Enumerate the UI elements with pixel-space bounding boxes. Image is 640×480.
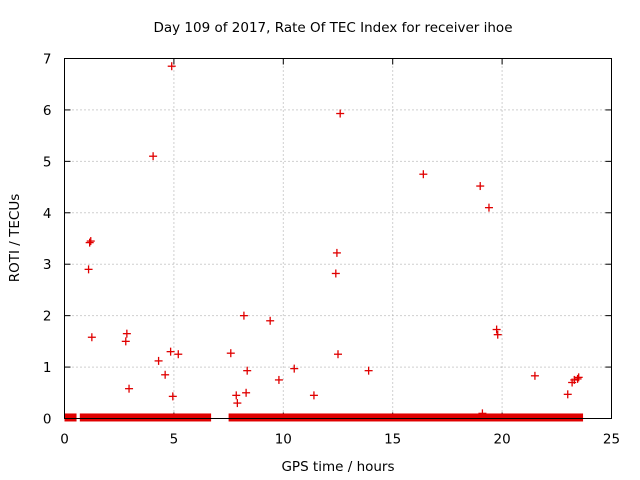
data-point [274,375,283,384]
data-point [226,349,235,358]
data-point [85,238,94,247]
data-point [419,170,428,179]
axis-ticks [64,58,612,419]
data-point [242,388,251,397]
data-point [573,374,582,383]
data-point [493,330,502,339]
plot-frame [64,58,612,419]
data-point [122,329,131,338]
baseline-band [64,413,77,422]
data-point [563,390,572,399]
data-point [86,237,95,246]
y-tick-label: 4 [43,206,52,222]
x-tick-labels: 0 5 10 15 20 25 [60,432,620,448]
data-point [290,364,299,373]
data-point [166,347,175,356]
y-tick-labels: 0 1 2 3 4 5 6 7 [43,52,52,428]
data-point [332,248,341,257]
chart-title: Day 109 of 2017, Rate Of TEC Index for r… [153,20,512,36]
y-tick-label: 3 [43,257,52,273]
data-point [309,391,318,400]
x-tick-label: 20 [494,432,511,448]
data-point [484,203,493,212]
data-point [266,316,275,325]
data-point [492,325,501,334]
data-point [87,333,96,342]
y-tick-label: 2 [43,309,52,325]
baseline-band [79,413,212,422]
baseline-bands [64,413,584,422]
baseline-band [228,413,584,422]
data-point [334,350,342,359]
data-point [574,373,583,382]
x-axis-label: GPS time / hours [281,459,394,475]
data-point [232,391,241,400]
data-point [121,337,130,346]
x-tick-label: 15 [384,432,401,448]
data-point [239,311,248,320]
x-tick-label: 0 [60,432,69,448]
data-point [331,269,340,278]
data-point [530,371,539,380]
data-point [233,399,242,408]
x-tick-label: 10 [275,432,292,448]
data-point [243,366,252,375]
data-point [336,109,345,118]
grid-lines [64,58,612,419]
data-point [174,350,183,359]
x-tick-label: 5 [170,432,179,448]
y-tick-label: 7 [43,52,52,68]
data-point [476,182,485,191]
data-point [168,392,177,401]
y-tick-label: 1 [43,360,52,376]
y-axis-label: ROTI / TECUs [7,194,23,282]
data-points [84,62,583,418]
data-point [364,366,373,375]
data-point [149,152,158,161]
data-point [125,384,134,393]
y-tick-label: 5 [43,154,52,170]
y-tick-label: 0 [43,412,52,428]
y-tick-label: 6 [43,103,52,119]
data-point [161,370,170,379]
data-point [167,62,176,71]
data-point [154,356,163,365]
x-tick-label: 25 [603,432,620,448]
data-point [478,409,487,418]
data-point [84,265,93,274]
